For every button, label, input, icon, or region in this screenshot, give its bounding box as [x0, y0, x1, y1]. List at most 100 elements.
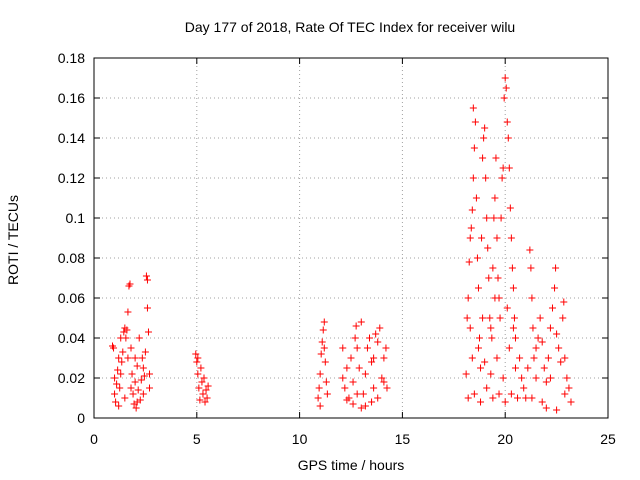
data-point: [353, 390, 361, 398]
data-point: [488, 334, 496, 342]
data-point: [546, 374, 554, 382]
data-point: [318, 338, 326, 346]
data-point: [123, 326, 131, 334]
data-point: [553, 406, 561, 414]
data-point: [493, 234, 501, 242]
data-point: [131, 378, 139, 386]
data-points: [109, 74, 575, 414]
data-point: [477, 364, 485, 372]
data-point: [128, 370, 136, 378]
data-point: [518, 374, 526, 382]
data-point: [361, 402, 369, 410]
data-point: [131, 354, 139, 362]
data-point: [374, 338, 382, 346]
data-point: [353, 344, 361, 352]
y-tick-label: 0.18: [58, 50, 85, 66]
data-point: [536, 314, 544, 322]
data-point: [509, 284, 517, 292]
data-point: [355, 364, 363, 372]
data-point: [198, 378, 206, 386]
data-point: [195, 384, 203, 392]
plot-frame: [93, 57, 609, 419]
data-point: [361, 370, 369, 378]
data-point: [494, 274, 502, 282]
data-point: [474, 344, 482, 352]
data-point: [141, 348, 149, 356]
data-point: [479, 314, 487, 322]
data-point: [532, 344, 540, 352]
y-tick-label: 0.08: [58, 250, 85, 266]
data-point: [534, 334, 542, 342]
data-point: [479, 154, 487, 162]
data-point: [466, 234, 474, 242]
data-point: [146, 370, 154, 378]
data-point: [471, 118, 479, 126]
data-point: [501, 74, 509, 82]
data-point: [522, 394, 530, 402]
y-tick-label: 0.1: [66, 210, 86, 226]
data-point: [483, 214, 491, 222]
data-point: [551, 284, 559, 292]
data-point: [343, 364, 351, 372]
data-point: [542, 378, 550, 386]
data-point: [339, 374, 347, 382]
data-point: [503, 304, 511, 312]
data-point: [121, 394, 129, 402]
data-point: [378, 374, 386, 382]
data-point: [477, 398, 485, 406]
x-tick-label: 10: [292, 431, 308, 447]
data-point: [481, 124, 489, 132]
data-point: [117, 370, 125, 378]
data-point: [339, 344, 347, 352]
data-point: [527, 264, 535, 272]
x-tick-label: 20: [497, 431, 513, 447]
data-point: [495, 390, 503, 398]
data-point: [484, 244, 492, 252]
data-point: [115, 354, 123, 362]
data-point: [462, 370, 470, 378]
data-point: [199, 390, 207, 398]
data-point: [314, 394, 322, 402]
data-point: [374, 394, 382, 402]
data-point: [197, 364, 205, 372]
data-point: [127, 344, 135, 352]
data-point: [474, 284, 482, 292]
data-point: [468, 354, 476, 362]
data-point: [319, 326, 327, 334]
data-point: [127, 384, 135, 392]
data-point: [490, 214, 498, 222]
data-point: [323, 390, 331, 398]
data-point: [503, 118, 511, 126]
data-point: [382, 344, 390, 352]
data-point: [110, 344, 118, 352]
data-point: [496, 314, 504, 322]
data-point: [476, 334, 483, 342]
data-point: [509, 324, 517, 332]
data-point: [349, 378, 357, 386]
data-point: [516, 354, 524, 362]
data-point: [489, 264, 497, 272]
data-point: [487, 370, 495, 378]
data-point: [134, 386, 142, 394]
data-point: [316, 402, 324, 410]
data-point: [511, 364, 519, 372]
data-point: [124, 354, 132, 362]
data-point: [491, 294, 499, 302]
y-tick-label: 0.02: [58, 370, 85, 386]
data-point: [486, 314, 494, 322]
data-point: [464, 294, 472, 302]
data-point: [498, 174, 506, 182]
data-point: [560, 298, 568, 306]
data-point: [552, 264, 560, 272]
data-point: [135, 334, 143, 342]
chart-title: Day 177 of 2018, Rate Of TEC Index for r…: [185, 19, 515, 35]
data-point: [126, 280, 134, 288]
data-point: [489, 394, 497, 402]
data-point: [143, 276, 151, 284]
data-point: [138, 354, 146, 362]
x-tick-label: 25: [600, 431, 616, 447]
data-point: [507, 234, 515, 242]
data-point: [359, 390, 367, 398]
data-point: [561, 354, 569, 362]
